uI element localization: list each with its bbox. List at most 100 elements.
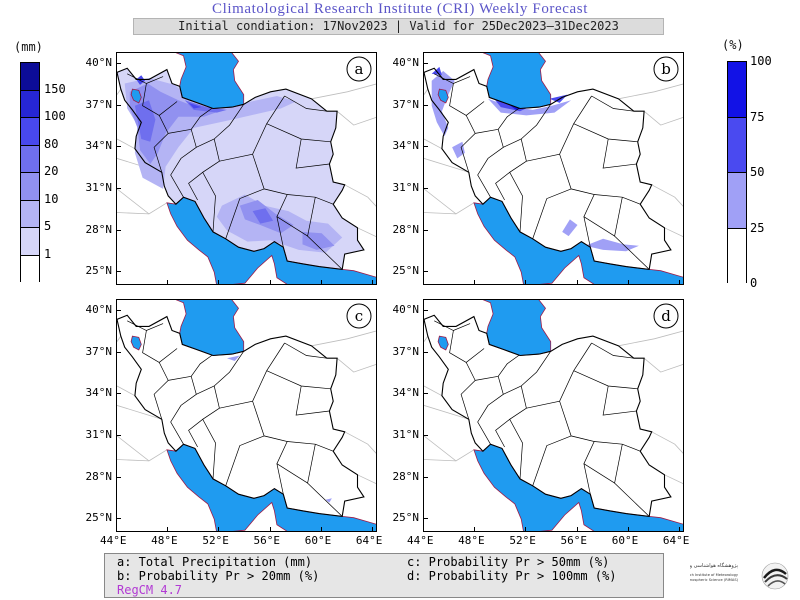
lat-tick	[116, 393, 121, 395]
lon-tick	[423, 280, 424, 285]
latitude-label: 37°N	[392, 97, 420, 111]
colorbar-level-label: 100	[750, 54, 772, 68]
water-bodies	[437, 53, 683, 284]
logo-english-name-1: Research Institute of Meteorology	[690, 573, 739, 577]
longitude-label: 48°E	[458, 534, 485, 547]
panel-d-probability-100mm: d	[423, 299, 684, 532]
colorbar-swatch	[21, 63, 39, 91]
lat-tick	[423, 229, 428, 231]
colorbar-level-label: 5	[44, 219, 52, 233]
lon-tick	[116, 280, 117, 285]
latitude-label: 40°N	[392, 56, 420, 70]
colorbar-swatch	[21, 145, 39, 173]
lon-tick	[116, 527, 117, 532]
panel-letter: c	[355, 307, 363, 325]
latitude-label: 40°N	[85, 56, 113, 70]
panel-a-total-precipitation: a	[116, 52, 377, 285]
colorbar-level-label: 50	[750, 165, 765, 179]
longitude-label: 48°E	[151, 534, 178, 547]
colorbar-level-label: 10	[44, 191, 59, 206]
panel-c-probability-50mm: c	[116, 299, 377, 532]
lat-tick	[116, 351, 121, 353]
province-borders	[127, 320, 343, 517]
precip-colorbar	[20, 62, 40, 283]
lat-tick	[423, 310, 428, 312]
map-canvas: c	[117, 300, 376, 531]
lon-tick	[218, 280, 220, 285]
lon-tick	[167, 527, 169, 532]
map-canvas: d	[424, 300, 683, 531]
iran-land	[424, 315, 671, 517]
water-bodies	[130, 53, 376, 284]
lon-tick	[320, 280, 322, 285]
lon-tick	[320, 527, 322, 532]
colorbar-level-label: 80	[44, 136, 59, 151]
lat-tick	[423, 351, 428, 353]
colorbar-swatch	[21, 90, 39, 118]
colorbar-level-label: 1	[44, 246, 52, 261]
iran-border	[117, 67, 365, 271]
iran-land	[117, 315, 364, 517]
latitude-label: 40°N	[85, 303, 113, 317]
forecast-field	[117, 68, 364, 270]
latitude-label: 37°N	[85, 344, 113, 358]
latitude-label: 31°N	[85, 427, 113, 441]
lon-tick	[627, 527, 629, 532]
lon-tick	[474, 527, 476, 532]
colorbar-level-label: 25	[750, 220, 765, 235]
latitude-label: 34°N	[85, 139, 113, 153]
rimas-logo: پژوهشگاه هواشناسی و علوم جو Research Ins…	[669, 556, 795, 596]
lat-tick	[116, 187, 121, 189]
longitude-label: 52°E	[509, 534, 536, 547]
panel-letter: a	[355, 60, 364, 78]
longitude-label: 60°E	[611, 534, 639, 547]
lat-tick	[116, 63, 121, 65]
lat-tick	[423, 434, 428, 436]
lat-tick	[423, 518, 428, 520]
panel-letter: d	[661, 307, 671, 325]
latitude-label: 31°N	[392, 427, 420, 441]
colorbar-swatch	[21, 255, 39, 283]
legend-b: b: Probability Pr > 20mm (%)	[117, 569, 320, 583]
colorbar-swatch	[728, 228, 746, 284]
latitude-label: 31°N	[392, 180, 420, 194]
colorbar-level-label: 20	[44, 164, 59, 178]
latitude-label: 25°N	[392, 264, 420, 278]
lon-tick	[627, 280, 629, 285]
neighbor-borders	[424, 83, 683, 237]
colorbar-level-label: 75	[750, 109, 765, 124]
precip-colorbar-unit: (mm)	[14, 40, 43, 54]
latitude-label: 37°N	[392, 344, 420, 358]
colorbar-swatch	[21, 118, 39, 146]
province-borders	[434, 320, 650, 517]
prob-colorbar-unit: (%)	[722, 38, 744, 52]
colorbar-swatch	[21, 173, 39, 201]
latitude-label: 25°N	[85, 264, 113, 278]
water-bodies	[130, 300, 376, 531]
iran-border	[424, 67, 672, 271]
latitude-label: 40°N	[392, 303, 420, 317]
colorbar-swatch	[728, 117, 746, 173]
lat-tick	[423, 187, 428, 189]
lat-tick	[423, 271, 428, 273]
lat-tick	[116, 104, 121, 106]
page-title: Climatological Research Institute (CRI) …	[211, 1, 588, 17]
forecast-validity-subtitle: Initial condiation: 17Nov2023 | Valid fo…	[133, 18, 664, 35]
lat-tick	[116, 310, 121, 312]
latitude-label: 31°N	[85, 180, 113, 194]
latitude-label: 28°N	[392, 469, 420, 483]
lon-tick	[678, 527, 680, 532]
legend-a: a: Total Precipitation (mm)	[117, 555, 313, 569]
lat-tick	[116, 518, 121, 520]
lon-tick	[474, 280, 476, 285]
lat-tick	[423, 146, 428, 148]
panel-legend: a: Total Precipitation (mm) b: Probabili…	[104, 553, 664, 598]
logo-english-name-2: and Atmospheric Science (RIMAS)	[690, 578, 739, 582]
colorbar-swatch	[728, 173, 746, 229]
iran-border	[424, 314, 672, 518]
panel-letter: b	[661, 60, 671, 78]
latitude-label: 25°N	[85, 511, 113, 525]
lon-tick	[167, 280, 169, 285]
colorbar-level-label: 0	[750, 276, 758, 290]
lat-tick	[116, 146, 121, 148]
